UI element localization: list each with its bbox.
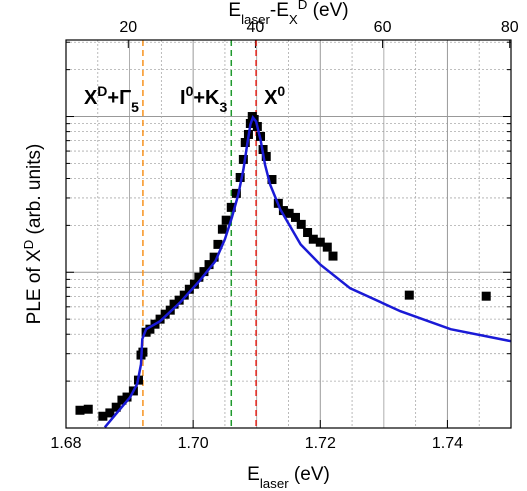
y-axis-label-sup: D (21, 240, 36, 250)
x-tick-label: 1.68 (50, 435, 81, 452)
x-tick-label: 1.74 (432, 435, 463, 452)
annotation: XD+Γ5 (84, 83, 139, 115)
data-point (235, 172, 245, 182)
data-point (184, 284, 194, 294)
data-point (238, 154, 248, 164)
data-point (179, 290, 189, 300)
data-point (117, 395, 127, 405)
data-point (303, 228, 313, 238)
data-point (194, 272, 204, 282)
data-point (189, 279, 199, 289)
data-point (199, 267, 209, 277)
data-point (308, 234, 318, 244)
data-point (174, 295, 184, 305)
x2-tick-label: 40 (247, 19, 265, 36)
x2-axis-label-sub: laser (241, 12, 270, 27)
plot-frame (65, 39, 512, 429)
data-point (75, 405, 85, 415)
data-point (226, 202, 236, 212)
data-point (231, 188, 241, 198)
annotation-base: X (264, 87, 278, 109)
data-point (209, 252, 219, 262)
y-axis-label: PLE of XD (arb. units) (21, 144, 46, 325)
data-point (322, 242, 332, 252)
annotation-sup: 0 (186, 83, 194, 99)
data-point (240, 138, 250, 148)
x-axis-label-base: (eV) (289, 464, 330, 485)
data-point (221, 215, 231, 225)
data-point (83, 404, 93, 414)
data-point (315, 237, 325, 247)
x-tick-label: 1.72 (305, 435, 336, 452)
x2-axis-label-base: (eV) (307, 0, 348, 21)
y-axis-label-base: PLE of X (24, 249, 45, 324)
data-point (290, 212, 300, 222)
data-point (111, 402, 121, 412)
x-axis-label: Elaser (eV) (247, 464, 330, 491)
data-point (98, 411, 108, 421)
data-point (213, 239, 223, 249)
data-point (284, 208, 294, 218)
data-point (404, 290, 414, 300)
x2-axis-label: Elaser-EXD (eV) (228, 0, 348, 27)
x2-tick-label: 20 (119, 19, 137, 36)
x2-axis-label-sup: D (298, 0, 308, 12)
data-point (105, 408, 115, 418)
data-point (145, 324, 155, 334)
annotation-sup: D (97, 83, 107, 99)
data-point (155, 314, 165, 324)
data-point (169, 299, 179, 309)
annotation: I0+K3 (180, 83, 227, 115)
x2-tick-label: 80 (501, 19, 519, 36)
data-point (204, 260, 214, 270)
data-point (160, 309, 170, 319)
annotation-base: +K (193, 87, 220, 109)
data-point (481, 291, 491, 301)
x2-tick-label: 60 (374, 19, 392, 36)
y-axis-label-base: (arb. units) (24, 144, 45, 240)
data-point (138, 347, 148, 357)
data-point (267, 175, 277, 185)
annotation-sub: 3 (219, 99, 227, 115)
x-tick-label: 1.70 (178, 435, 209, 452)
annotation-sup: 0 (277, 83, 285, 99)
data-point (217, 224, 227, 234)
data-point (328, 251, 338, 261)
data-point (296, 219, 306, 229)
fit-line (103, 114, 512, 429)
data-point (122, 392, 132, 402)
annotation-base: +Γ (107, 87, 131, 109)
x2-axis-label-base: E (228, 0, 241, 21)
x-axis-label-sub: laser (260, 476, 289, 491)
annotation-base: X (84, 87, 98, 109)
x-axis-label-base: E (247, 464, 260, 485)
data-point (261, 151, 271, 161)
annotation: X0 (264, 83, 285, 109)
x2-axis-label-sub: X (289, 12, 298, 27)
data-point (278, 206, 288, 216)
annotation-base: I (180, 87, 186, 109)
annotation-sub: 5 (131, 99, 139, 115)
x2-axis-label-base: -E (270, 0, 289, 21)
